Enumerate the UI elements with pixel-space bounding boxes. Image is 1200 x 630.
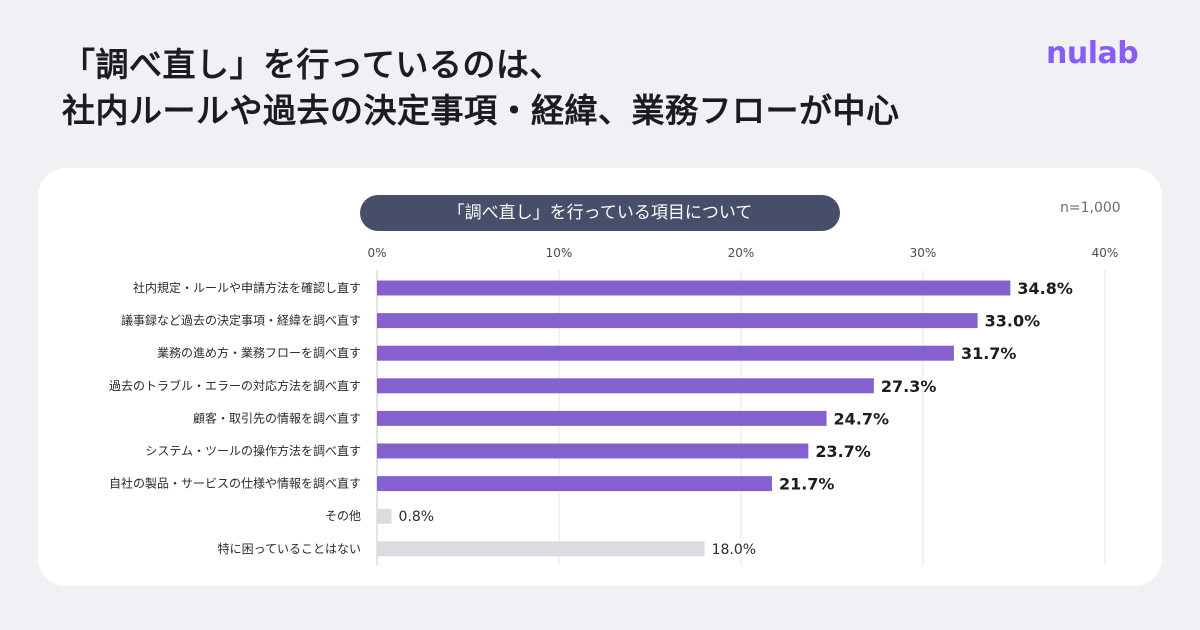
bar	[377, 476, 772, 492]
nulab-logo: nulab	[1046, 36, 1139, 71]
value-label: 0.8%	[399, 509, 435, 525]
value-label: 34.8%	[1017, 279, 1073, 298]
chart-title: 「調べ直し」を行っている項目について	[360, 195, 840, 231]
x-tick-label: 30%	[910, 246, 937, 260]
bar	[377, 508, 392, 524]
category-label: システム・ツールの操作方法を調べ直す	[145, 443, 361, 458]
chart-card	[38, 168, 1162, 586]
category-label: その他	[325, 509, 361, 523]
value-label: 33.0%	[985, 312, 1041, 331]
sample-size-note: n=1,000	[1060, 200, 1121, 216]
bar	[377, 345, 954, 361]
headline-line-1: 「調べ直し」を行っているのは、	[62, 45, 563, 84]
value-label: 27.3%	[881, 377, 937, 396]
bar	[377, 280, 1011, 296]
x-tick-label: 0%	[367, 246, 386, 260]
bar	[377, 378, 874, 394]
headline: 「調べ直し」を行っているのは、 社内ルールや過去の決定事項・経緯、業務フローが中…	[62, 42, 900, 134]
category-label: 顧客・取引先の情報を調べ直す	[193, 410, 361, 425]
value-label: 21.7%	[779, 475, 835, 494]
value-label: 31.7%	[961, 344, 1017, 363]
category-label: 社内規定・ルールや申請方法を確認し直す	[133, 280, 361, 295]
x-tick-label: 10%	[546, 246, 573, 260]
value-label: 24.7%	[834, 409, 890, 428]
category-label: 特に困っていることはない	[218, 541, 361, 556]
category-label: 自社の製品・サービスの仕様や情報を調べ直す	[109, 476, 361, 491]
x-tick-label: 20%	[728, 246, 755, 260]
bar	[377, 541, 705, 557]
x-tick-label: 40%	[1092, 246, 1119, 260]
category-label: 業務の進め方・業務フローを調べ直す	[157, 345, 361, 360]
value-label: 18.0%	[712, 542, 756, 558]
value-label: 23.7%	[815, 442, 871, 461]
bar	[377, 443, 809, 459]
category-label: 過去のトラブル・エラーの対応方法を調べ直す	[109, 378, 361, 393]
bar	[377, 313, 978, 329]
headline-line-2: 社内ルールや過去の決定事項・経緯、業務フローが中心	[62, 91, 900, 130]
bar	[377, 410, 827, 426]
category-label: 議事録など過去の決定事項・経緯を調べ直す	[121, 313, 361, 328]
